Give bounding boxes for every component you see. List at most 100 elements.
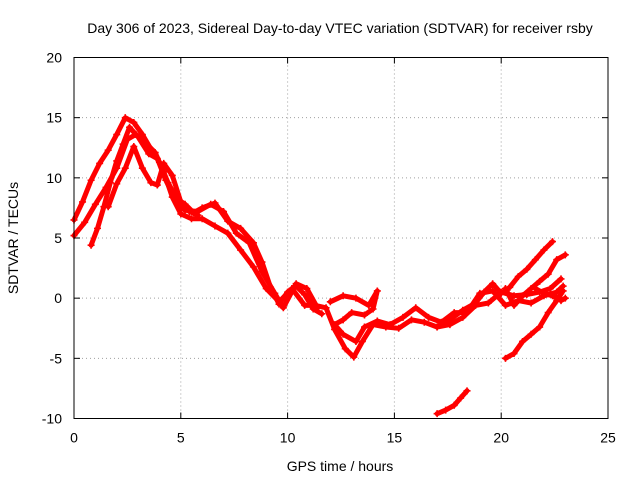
point-arc-3-4 [113, 157, 121, 165]
point-arc-2-1 [81, 218, 89, 226]
point-arc-5-6 [360, 311, 368, 319]
point-arc-2-14 [211, 222, 219, 230]
point-arc-8-2 [519, 337, 527, 345]
point-arc-6-12 [548, 238, 556, 246]
point-arc-1-7 [130, 118, 138, 126]
x-axis-title: GPS time / hours [287, 458, 394, 474]
point-arc-5-25 [527, 299, 535, 307]
point-arc-3-14 [207, 200, 215, 208]
series-arc-4 [104, 143, 202, 219]
point-arc-10-4 [561, 294, 569, 302]
point-arc-9-2 [450, 401, 458, 409]
x-tick-label-4: 20 [493, 430, 509, 446]
data-series [70, 114, 569, 418]
point-arc-5-7 [348, 309, 356, 317]
series-trace-arc-4 [105, 144, 201, 218]
series-arc-9 [433, 387, 471, 418]
point-arc-4-1 [113, 180, 121, 188]
point-arc-5-9 [331, 321, 339, 329]
point-arc-5-10 [339, 330, 347, 338]
point-arc-8-4 [536, 323, 544, 331]
point-arc-2-30 [395, 324, 403, 332]
point-arc-3-6 [126, 123, 134, 131]
series-trace-arc-8 [503, 288, 566, 361]
point-arc-7-6 [553, 256, 561, 264]
point-arc-5-8 [339, 316, 347, 324]
point-arc-2-43 [557, 275, 565, 283]
point-arc-3-21 [292, 280, 300, 288]
y-tick-label-4: 10 [46, 170, 62, 186]
chart-title: Day 306 of 2023, Sidereal Day-to-day VTE… [87, 20, 593, 36]
series-trace-arc-7 [503, 252, 568, 308]
point-arc-3-19 [271, 289, 279, 297]
axis-ticks: 0 5 10 15 20 25 -10 -5 0 5 10 15 20 [42, 50, 616, 446]
point-arc-10-1 [540, 289, 548, 297]
y-tick-label-0: -10 [42, 411, 62, 427]
point-arc-4-5 [147, 179, 155, 187]
y-tick-label-1: -5 [50, 350, 63, 366]
point-arc-7-5 [544, 270, 552, 278]
point-arc-7-1 [510, 301, 518, 309]
x-tick-label-0: 0 [70, 430, 78, 446]
point-arc-3-10 [162, 176, 170, 184]
point-arc-3-3 [106, 179, 114, 187]
point-arc-6-1 [446, 316, 454, 324]
point-arc-6-2 [459, 306, 467, 314]
point-arc-5-13 [373, 317, 381, 325]
point-arc-2-27 [358, 337, 366, 345]
point-arc-5-16 [412, 304, 420, 312]
point-arc-2-42 [546, 285, 554, 293]
point-arc-9-1 [442, 406, 450, 414]
series-arc-2 [70, 131, 565, 361]
point-arc-1-1 [79, 198, 87, 206]
point-arc-3-0 [87, 241, 95, 249]
point-arc-4-2 [121, 164, 129, 172]
point-arc-8-0 [501, 354, 509, 362]
series-trace-arc-9 [434, 388, 470, 417]
point-arc-1-27 [318, 310, 326, 318]
point-arc-5-23 [501, 301, 509, 309]
point-arc-2-23 [322, 304, 330, 312]
point-arc-6-5 [489, 280, 497, 288]
point-arc-2-37 [484, 299, 492, 307]
point-arc-5-5 [369, 305, 377, 313]
point-arc-3-20 [279, 304, 287, 312]
point-arc-7-0 [501, 285, 509, 293]
point-arc-7-7 [561, 251, 569, 259]
point-arc-3-22 [303, 285, 311, 293]
point-arc-3-15 [220, 208, 228, 216]
point-arc-5-17 [425, 313, 433, 321]
point-arc-2-15 [224, 229, 232, 237]
point-arc-5-11 [352, 337, 360, 345]
point-arc-6-4 [480, 288, 488, 296]
y-axis-title: SDTVAR / TECUs [5, 182, 21, 294]
point-arc-6-6 [497, 289, 505, 297]
point-arc-4-7 [160, 159, 168, 167]
point-arc-1-5 [113, 131, 121, 139]
point-arc-2-31 [407, 316, 415, 324]
point-arc-7-4 [536, 277, 544, 285]
point-arc-4-11 [194, 211, 202, 219]
point-arc-8-5 [544, 309, 552, 317]
y-tick-label-3: 5 [54, 230, 62, 246]
point-arc-1-2 [87, 176, 95, 184]
y-tick-label-6: 20 [46, 50, 62, 66]
point-arc-2-25 [341, 345, 349, 353]
point-arc-4-6 [153, 181, 161, 189]
point-arc-2-12 [187, 215, 195, 223]
point-arc-2-17 [249, 263, 257, 271]
point-arc-4-0 [104, 203, 112, 211]
point-arc-5-4 [373, 287, 381, 295]
point-arc-6-3 [472, 299, 480, 307]
point-arc-4-9 [177, 198, 185, 206]
point-arc-6-11 [540, 246, 548, 254]
point-arc-6-10 [531, 256, 539, 264]
point-arc-8-3 [527, 330, 535, 338]
point-arc-5-27 [553, 288, 561, 296]
point-arc-10-3 [557, 297, 565, 305]
point-arc-9-0 [433, 410, 441, 418]
point-arc-5-3 [365, 301, 373, 309]
point-arc-5-1 [339, 292, 347, 300]
x-tick-label-1: 5 [177, 430, 185, 446]
